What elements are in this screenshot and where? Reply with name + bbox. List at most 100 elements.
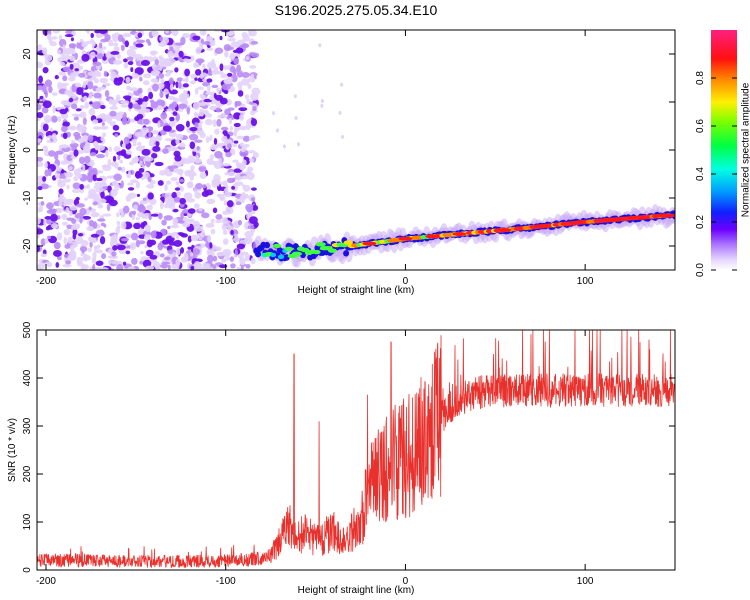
- noise-speckle: [174, 42, 184, 46]
- noise-speckle: [236, 64, 242, 73]
- x-tick-label: 0: [403, 276, 409, 287]
- noise-speckle: [237, 90, 244, 97]
- colorbar: 0.0 0.2 0.4 0.6 0.8 Normalized spectral ampl…: [695, 30, 750, 277]
- noise-speckle: [120, 238, 130, 242]
- noise-speckle: [60, 100, 69, 106]
- noise-speckle: [114, 182, 120, 191]
- spectrogram-y-ticks: -20 -10 0 10 20: [22, 48, 675, 253]
- noise-speckle: [156, 99, 166, 106]
- noise-speckle: [58, 71, 67, 76]
- noise-speckle: [83, 256, 88, 262]
- noise-speckle: [239, 142, 244, 147]
- noise-speckle: [182, 33, 191, 39]
- noise-speckle: [175, 258, 181, 267]
- noise-speckle: [113, 146, 121, 153]
- noise-speckle: [236, 135, 244, 140]
- noise-speckle: [202, 63, 206, 69]
- noise-speckle: [252, 204, 259, 211]
- colorbar-tick-label: 0.2: [695, 215, 706, 229]
- noise-speckle: [59, 144, 69, 149]
- noise-speckle: [100, 222, 106, 227]
- noise-speckle: [198, 208, 203, 212]
- noise-speckle: [177, 81, 182, 89]
- noise-speckle: [81, 92, 90, 99]
- noise-speckle: [212, 255, 218, 262]
- noise-speckle: [143, 80, 150, 86]
- noise-speckle: [91, 167, 98, 175]
- noise-speckle: [181, 56, 192, 60]
- noise-speckle: [164, 30, 170, 34]
- noise-speckle: [221, 135, 228, 143]
- noise-speckle: [189, 80, 196, 85]
- x-tick-label: -200: [36, 576, 56, 587]
- noise-speckle: [54, 75, 59, 80]
- snr-line: [37, 330, 675, 569]
- noise-speckle: [294, 116, 298, 121]
- noise-speckle: [213, 138, 218, 145]
- noise-speckle: [175, 138, 180, 145]
- noise-speckle: [172, 217, 179, 225]
- noise-speckle: [169, 83, 174, 91]
- noise-speckle: [212, 264, 217, 269]
- noise-speckle: [59, 61, 66, 66]
- noise-speckle: [137, 211, 144, 218]
- signal-hotspot: [569, 220, 584, 225]
- noise-speckle: [117, 155, 121, 161]
- noise-speckle: [55, 150, 64, 155]
- noise-speckle: [62, 221, 68, 226]
- noise-speckle: [139, 260, 143, 265]
- noise-speckle: [178, 232, 186, 237]
- noise-speckle: [215, 107, 222, 113]
- noise-speckle: [79, 216, 83, 224]
- noise-speckle: [51, 133, 57, 141]
- noise-speckle: [95, 249, 104, 254]
- noise-speckle: [51, 92, 58, 96]
- noise-speckle: [123, 136, 130, 145]
- noise-speckle: [183, 90, 188, 94]
- noise-speckle: [112, 245, 118, 251]
- noise-speckle: [71, 62, 80, 68]
- signal-hotspot: [655, 213, 675, 218]
- noise-speckle: [95, 170, 104, 174]
- noise-speckle: [125, 194, 132, 202]
- noise-speckle: [95, 144, 106, 151]
- noise-speckle: [41, 106, 49, 114]
- noise-speckle: [88, 91, 94, 96]
- noise-speckle: [44, 90, 48, 98]
- noise-speckle: [150, 78, 159, 83]
- noise-speckle: [135, 43, 144, 48]
- noise-speckle: [170, 224, 180, 229]
- noise-speckle: [186, 93, 190, 99]
- noise-speckle: [158, 212, 163, 220]
- noise-speckle: [246, 172, 255, 181]
- noise-speckle: [187, 235, 192, 243]
- noise-speckle: [106, 115, 112, 124]
- snr-x-ticks: -200 -100 0 100: [36, 330, 594, 587]
- noise-speckle: [117, 76, 124, 82]
- noise-speckle: [44, 238, 49, 244]
- noise-speckle: [136, 113, 144, 120]
- noise-speckle: [167, 264, 171, 270]
- noise-speckle: [147, 192, 154, 200]
- noise-speckle: [224, 251, 231, 259]
- noise-speckle: [239, 194, 247, 201]
- noise-speckle: [162, 125, 172, 132]
- noise-speckle: [92, 126, 102, 130]
- noise-speckle: [113, 59, 123, 65]
- signal-core: [264, 241, 271, 249]
- noise-speckle: [140, 251, 144, 255]
- noise-speckle: [122, 205, 130, 214]
- noise-speckle: [37, 245, 41, 252]
- snr-panel: -200 -100 0 100 0 100 200 300 400 500 Height of …: [7, 321, 676, 596]
- noise-speckle: [109, 110, 117, 117]
- noise-speckle: [236, 126, 240, 130]
- noise-speckle: [93, 92, 102, 99]
- noise-speckle: [67, 255, 76, 261]
- x-tick-label: -200: [36, 276, 56, 287]
- noise-speckle: [162, 148, 169, 154]
- noise-speckle: [205, 136, 210, 143]
- noise-speckle: [189, 174, 194, 181]
- noise-speckle: [198, 166, 207, 172]
- noise-speckle: [320, 103, 324, 108]
- noise-speckle: [60, 125, 68, 133]
